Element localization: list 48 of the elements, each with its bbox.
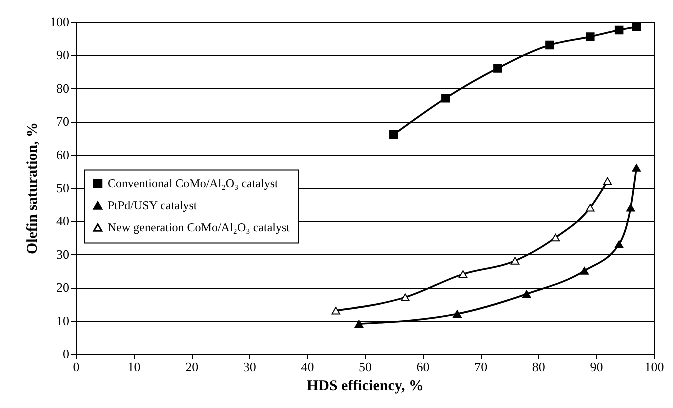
- legend-label: PtPd/USY catalyst: [108, 198, 198, 213]
- point: [546, 40, 554, 50]
- y-tick-label: 0: [63, 346, 70, 362]
- legend-label: New generation CoMo/Al₂O₃ catalyst: [108, 220, 291, 235]
- point: [586, 32, 595, 42]
- point: [632, 22, 642, 32]
- y-tick-label: 20: [56, 280, 70, 296]
- x-tick-label: 90: [590, 360, 604, 374]
- point: [522, 290, 532, 298]
- point: [332, 306, 340, 315]
- y-tick-label: 80: [56, 80, 70, 96]
- y-tick-label: 50: [56, 180, 70, 196]
- x-tick-label: 20: [186, 360, 199, 374]
- point: [458, 270, 468, 278]
- point: [401, 294, 410, 302]
- y-tick-label: 60: [56, 147, 70, 162]
- point: [614, 240, 624, 248]
- x-tick-label: 30: [243, 360, 256, 374]
- x-tick-label: 60: [416, 360, 430, 374]
- x-tick-label: 40: [301, 360, 314, 374]
- point: [626, 204, 636, 212]
- y-tick-label: 10: [56, 313, 70, 328]
- point: [603, 178, 612, 186]
- point: [453, 310, 462, 318]
- x-tick-label: 100: [644, 360, 664, 374]
- point: [510, 257, 520, 265]
- point: [580, 267, 590, 275]
- y-tick-label: 30: [56, 246, 70, 262]
- y-tick-label: 100: [50, 14, 70, 30]
- y-tick-label: 90: [56, 48, 70, 63]
- x-axis-title: HDS efficiency, %: [306, 378, 424, 394]
- point: [586, 204, 595, 212]
- point: [442, 94, 450, 103]
- legend-label: Conventional CoMo/Al₂O₃ catalyst: [108, 176, 280, 191]
- x-tick-label: 50: [359, 360, 372, 374]
- y-tick-label: 70: [56, 114, 70, 130]
- y-tick-label: 40: [56, 214, 70, 229]
- point: [354, 320, 364, 328]
- x-tick-label: 80: [532, 360, 546, 374]
- x-tick-label: 0: [73, 360, 80, 374]
- point: [390, 130, 398, 140]
- point: [551, 234, 560, 242]
- x-tick-label: 70: [474, 360, 488, 374]
- point: [614, 26, 624, 35]
- y-axis-title: Olefin saturation, %: [25, 122, 41, 255]
- x-tick-label: 10: [128, 360, 141, 374]
- point: [494, 64, 502, 73]
- point: [632, 164, 642, 172]
